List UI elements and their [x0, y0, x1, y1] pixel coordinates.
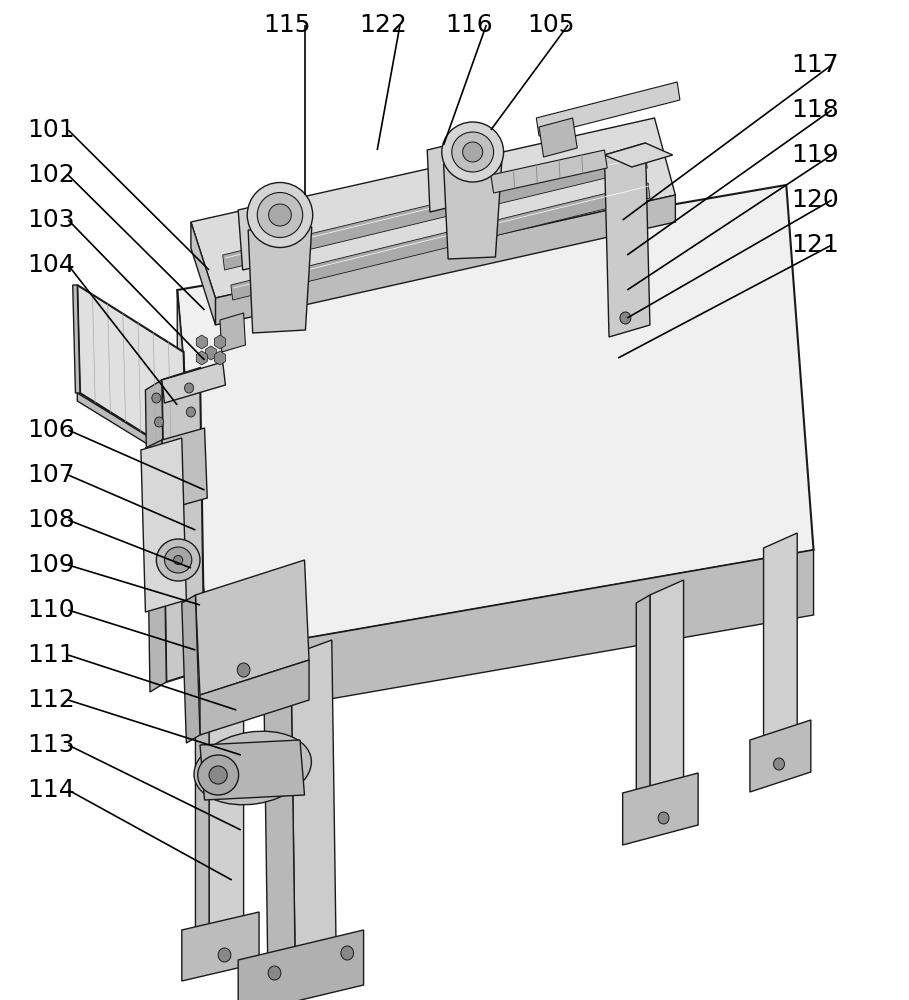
- Polygon shape: [195, 560, 309, 695]
- Text: 104: 104: [27, 253, 75, 277]
- Circle shape: [155, 417, 164, 427]
- Polygon shape: [238, 930, 364, 1000]
- Polygon shape: [209, 695, 244, 950]
- Circle shape: [152, 393, 161, 403]
- Polygon shape: [539, 118, 577, 157]
- Text: 122: 122: [359, 13, 407, 37]
- Circle shape: [185, 383, 194, 393]
- Polygon shape: [427, 138, 480, 212]
- Polygon shape: [623, 773, 698, 845]
- Polygon shape: [604, 143, 673, 167]
- Ellipse shape: [165, 547, 192, 573]
- Text: 116: 116: [445, 13, 494, 37]
- Polygon shape: [291, 640, 336, 980]
- Polygon shape: [209, 550, 814, 720]
- Text: 111: 111: [27, 643, 75, 667]
- Polygon shape: [764, 533, 797, 763]
- Text: 102: 102: [27, 163, 75, 187]
- Polygon shape: [636, 595, 650, 823]
- Circle shape: [218, 948, 231, 962]
- Ellipse shape: [156, 539, 200, 581]
- Text: 121: 121: [791, 233, 839, 257]
- Ellipse shape: [452, 132, 494, 172]
- Text: 120: 120: [791, 188, 839, 212]
- Circle shape: [620, 312, 631, 324]
- Polygon shape: [191, 222, 215, 325]
- Polygon shape: [248, 227, 312, 333]
- Ellipse shape: [442, 122, 504, 182]
- Polygon shape: [77, 393, 186, 468]
- Polygon shape: [73, 285, 80, 393]
- Text: 118: 118: [791, 98, 839, 122]
- Circle shape: [774, 758, 784, 770]
- Polygon shape: [195, 710, 209, 958]
- Polygon shape: [220, 313, 245, 352]
- Text: 105: 105: [527, 13, 574, 37]
- Text: 107: 107: [27, 463, 75, 487]
- Text: 109: 109: [27, 553, 75, 577]
- Polygon shape: [162, 362, 225, 403]
- Text: 103: 103: [27, 208, 75, 232]
- Polygon shape: [223, 153, 647, 270]
- Text: 112: 112: [27, 688, 75, 712]
- Polygon shape: [77, 285, 186, 460]
- Polygon shape: [536, 82, 680, 136]
- Polygon shape: [238, 200, 286, 270]
- Text: 114: 114: [27, 778, 75, 802]
- Text: 119: 119: [791, 143, 838, 167]
- Polygon shape: [191, 118, 675, 298]
- Ellipse shape: [209, 766, 227, 784]
- Ellipse shape: [247, 182, 313, 247]
- Text: 117: 117: [791, 53, 838, 77]
- Polygon shape: [264, 655, 295, 993]
- Polygon shape: [162, 368, 205, 682]
- Circle shape: [341, 946, 354, 960]
- Polygon shape: [177, 290, 209, 720]
- Polygon shape: [145, 440, 165, 518]
- Ellipse shape: [174, 556, 183, 564]
- Polygon shape: [650, 580, 684, 815]
- Polygon shape: [491, 150, 607, 193]
- Polygon shape: [182, 595, 200, 743]
- Circle shape: [268, 966, 281, 980]
- Text: 113: 113: [27, 733, 75, 757]
- Ellipse shape: [197, 755, 238, 795]
- Polygon shape: [162, 428, 207, 510]
- Polygon shape: [215, 195, 675, 325]
- Ellipse shape: [268, 204, 291, 226]
- Polygon shape: [231, 183, 650, 300]
- Circle shape: [658, 812, 669, 824]
- Text: 110: 110: [27, 598, 75, 622]
- Polygon shape: [145, 380, 166, 692]
- Polygon shape: [200, 740, 305, 800]
- Ellipse shape: [463, 142, 483, 162]
- Ellipse shape: [257, 192, 303, 237]
- Text: 106: 106: [27, 418, 75, 442]
- Polygon shape: [750, 720, 811, 792]
- Text: 101: 101: [27, 118, 75, 142]
- Polygon shape: [141, 438, 186, 612]
- Polygon shape: [444, 162, 502, 259]
- Circle shape: [186, 407, 195, 417]
- Text: 108: 108: [27, 508, 75, 532]
- Text: 115: 115: [264, 13, 311, 37]
- Polygon shape: [182, 912, 259, 981]
- Circle shape: [237, 663, 250, 677]
- Polygon shape: [200, 660, 309, 735]
- Polygon shape: [604, 143, 650, 337]
- Polygon shape: [177, 185, 814, 655]
- Ellipse shape: [194, 731, 312, 805]
